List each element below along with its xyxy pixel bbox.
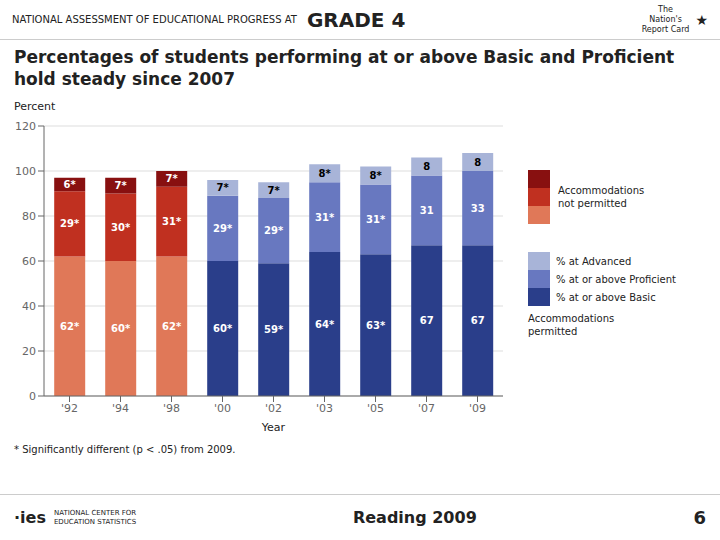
svg-text:0: 0 bbox=[29, 390, 36, 403]
html-text:* Significantly different (p <: * Significantly different (p < .05) from… bbox=[14, 444, 236, 455]
svg-text:8*: 8* bbox=[319, 168, 332, 179]
html-text:% at or above Basic: % at or above Basic bbox=[556, 291, 656, 303]
svg-text:'00: '00 bbox=[214, 402, 231, 415]
svg-text:31*: 31* bbox=[162, 216, 182, 227]
svg-text:30*: 30* bbox=[111, 222, 131, 233]
svg-text:31*: 31* bbox=[366, 214, 386, 225]
svg-text:'05: '05 bbox=[367, 402, 384, 415]
html-text:% at Advanced: % at Advanced bbox=[556, 255, 632, 267]
svg-text:31: 31 bbox=[420, 205, 434, 216]
svg-text:7*: 7* bbox=[115, 180, 128, 191]
html-text:Percent: Percent bbox=[14, 100, 56, 113]
svg-text:60: 60 bbox=[22, 255, 36, 268]
svg-text:'09: '09 bbox=[469, 402, 486, 415]
svg-text:6*: 6* bbox=[64, 179, 77, 190]
svg-text:64*: 64* bbox=[315, 319, 335, 330]
svg-text:8: 8 bbox=[474, 157, 481, 168]
svg-text:29*: 29* bbox=[60, 218, 80, 229]
svg-text:'94: '94 bbox=[112, 402, 129, 415]
svg-text:31*: 31* bbox=[315, 212, 335, 223]
svg-text:'92: '92 bbox=[61, 402, 78, 415]
svg-text:67: 67 bbox=[420, 315, 434, 326]
svg-text:8: 8 bbox=[423, 161, 430, 172]
svg-text:29*: 29* bbox=[213, 223, 233, 234]
svg-text:60*: 60* bbox=[111, 323, 131, 334]
html-text:6: 6 bbox=[693, 507, 706, 528]
svg-text:Year: Year bbox=[261, 421, 286, 434]
svg-text:'02: '02 bbox=[265, 402, 282, 415]
svg-text:100: 100 bbox=[15, 165, 36, 178]
svg-text:62*: 62* bbox=[162, 321, 182, 332]
svg-text:'03: '03 bbox=[316, 402, 333, 415]
svg-text:33: 33 bbox=[471, 203, 485, 214]
html-text:Accommodations permitted: Accommodations permitted bbox=[528, 313, 615, 337]
svg-text:59*: 59* bbox=[264, 324, 284, 335]
html-text:·ies: ·ies bbox=[14, 508, 46, 527]
html-text:NATIONAL ASSESSMENT OF EDUCATI: NATIONAL ASSESSMENT OF EDUCATIONAL PROGR… bbox=[12, 14, 297, 25]
html-text:Percentages of students perfor: Percentages of students performing at or… bbox=[14, 47, 675, 89]
svg-text:7*: 7* bbox=[166, 173, 179, 184]
html-text:Reading 2009: Reading 2009 bbox=[352, 508, 477, 527]
svg-text:29*: 29* bbox=[264, 225, 284, 236]
svg-text:67: 67 bbox=[471, 315, 485, 326]
html-text:Accommodations not permitted: Accommodations not permitted bbox=[558, 185, 645, 209]
svg-text:'98: '98 bbox=[163, 402, 180, 415]
html-text:NATIONAL CENTER FOR EDUCATION: NATIONAL CENTER FOR EDUCATION STATISTICS bbox=[53, 508, 137, 526]
svg-text:40: 40 bbox=[22, 300, 36, 313]
svg-text:62*: 62* bbox=[60, 321, 80, 332]
svg-text:'07: '07 bbox=[418, 402, 435, 415]
svg-text:120: 120 bbox=[15, 120, 36, 133]
svg-text:80: 80 bbox=[22, 210, 36, 223]
html-text:GRADE 4: GRADE 4 bbox=[306, 7, 406, 32]
svg-text:63*: 63* bbox=[366, 320, 386, 331]
html-text:% at or above Proficient: % at or above Proficient bbox=[556, 273, 676, 285]
svg-text:8*: 8* bbox=[370, 170, 383, 181]
svg-text:7*: 7* bbox=[217, 182, 230, 193]
html-text:The Nation's Report Card: The Nation's Report Card bbox=[641, 4, 690, 34]
svg-text:20: 20 bbox=[22, 345, 36, 358]
svg-text:60*: 60* bbox=[213, 323, 233, 334]
svg-text:7*: 7* bbox=[268, 185, 281, 196]
